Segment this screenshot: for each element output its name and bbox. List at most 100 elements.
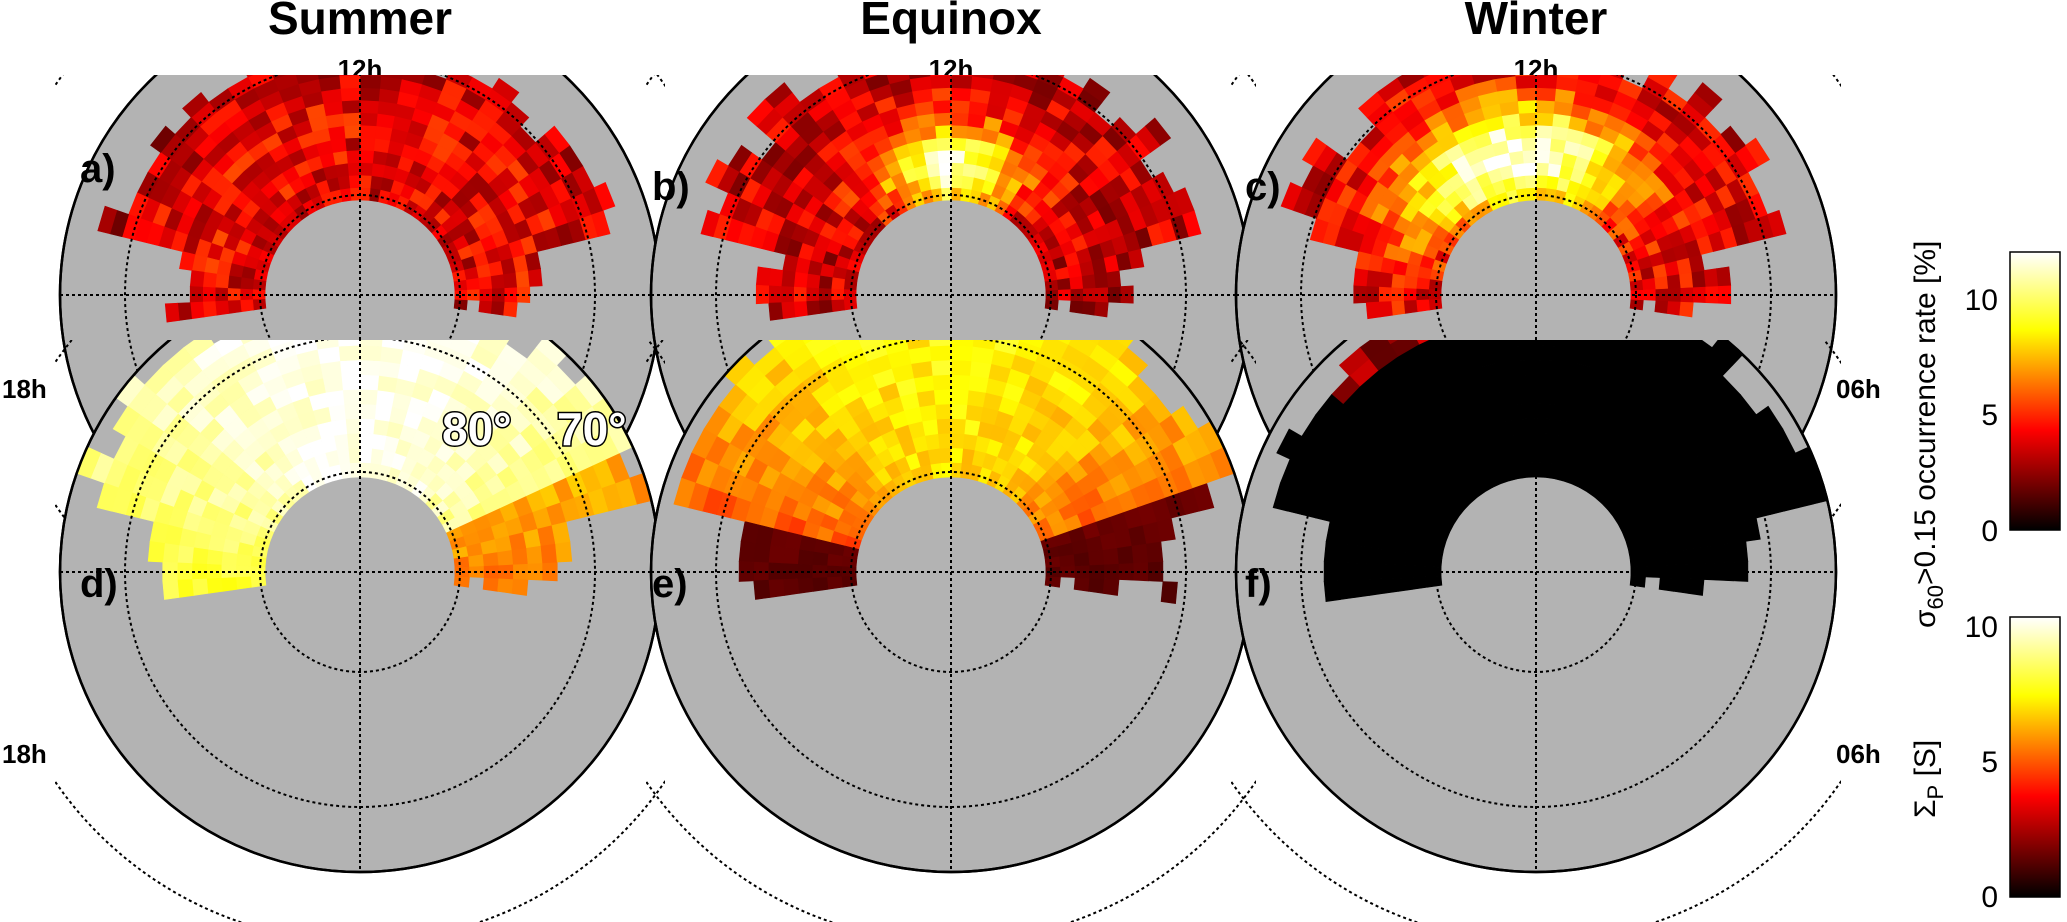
heat-cell — [1687, 547, 1705, 565]
heat-cell — [380, 75, 403, 80]
heat-cell — [427, 340, 454, 349]
heat-cell — [359, 344, 382, 362]
heat-cell — [1548, 150, 1564, 166]
colorbar-conductance: 0 5 10 ΣP [S] — [1909, 611, 2061, 914]
heat-cell — [755, 266, 771, 287]
heat-cell — [1691, 270, 1707, 288]
heat-cell — [1422, 75, 1430, 78]
heat-cell — [1514, 344, 1537, 362]
heat-cell — [1703, 268, 1719, 287]
heat-cell — [939, 174, 952, 189]
heat-cell — [1597, 75, 1623, 92]
heat-cell — [359, 162, 373, 176]
heat-cell — [220, 577, 238, 592]
heat-cell — [359, 374, 380, 391]
heat-cell — [182, 91, 210, 118]
heat-cell — [1173, 187, 1195, 215]
heat-cell — [112, 405, 141, 437]
heat-cell — [1535, 344, 1558, 362]
heat-cell — [1535, 124, 1553, 139]
heat-cell — [250, 555, 267, 568]
heat-cell — [513, 563, 529, 580]
heat-cell — [1609, 75, 1625, 80]
heat-cell — [971, 75, 994, 80]
heat-cell — [1170, 405, 1199, 437]
heat-cell — [768, 340, 786, 348]
heat-cell — [404, 54, 429, 71]
heat-cell — [1582, 42, 1608, 60]
heat-cell — [338, 75, 361, 77]
heat-cell — [1716, 543, 1734, 564]
heat-cell — [206, 549, 223, 566]
heat-cell — [1629, 298, 1644, 311]
heat-cell — [191, 547, 209, 565]
heat-cell — [1353, 579, 1370, 598]
heat-cell — [705, 159, 729, 188]
heat-cell — [966, 389, 986, 408]
heat-cell — [673, 477, 696, 508]
heat-cell — [929, 75, 952, 77]
heat-cell — [753, 543, 771, 564]
heat-cell — [1652, 340, 1683, 357]
heat-cell — [950, 87, 972, 102]
heat-cell — [1386, 340, 1398, 345]
heat-cell — [1702, 545, 1719, 564]
heat-cell — [347, 162, 361, 176]
heat-cell — [1415, 299, 1430, 313]
heat-cell — [1514, 75, 1537, 89]
heat-cell — [950, 137, 967, 151]
heat-cell — [337, 340, 361, 347]
colorbar-occurrence-tick-0: 0 — [1981, 515, 1998, 548]
heat-cell — [1547, 162, 1562, 178]
heat-cell — [478, 300, 493, 314]
heat-cell — [1603, 340, 1630, 349]
heat-cell — [936, 418, 952, 435]
heat-cell — [1535, 388, 1554, 405]
heat-cell — [1523, 162, 1537, 176]
heat-cell — [1718, 561, 1734, 582]
heat-cell — [738, 540, 756, 563]
heat-cell — [555, 540, 573, 563]
heat-cell — [1520, 137, 1537, 151]
heat-cell — [1658, 577, 1676, 592]
heat-cell — [1668, 75, 1678, 79]
heat-cell — [476, 340, 507, 357]
heat-cell — [239, 277, 254, 290]
heat-cell — [482, 551, 500, 567]
heat-cell — [811, 551, 829, 567]
heat-cell — [818, 275, 833, 290]
heat-cell — [1088, 549, 1105, 566]
heat-cell — [179, 251, 196, 271]
heat-cell — [1117, 545, 1134, 564]
heat-cell — [1535, 359, 1557, 376]
heat-cell — [1755, 405, 1784, 437]
panel-label-a: a) — [80, 147, 116, 191]
heat-cell — [826, 576, 843, 590]
heat-cell — [478, 275, 493, 290]
heat-cell — [369, 175, 384, 190]
heat-cell — [1151, 171, 1175, 199]
heat-cell — [1501, 389, 1521, 408]
panel-label-b: b) — [652, 165, 690, 209]
heat-cell — [1535, 99, 1555, 114]
panel-label-c: c) — [1245, 165, 1281, 209]
heat-cell — [928, 340, 952, 347]
heat-cell — [1378, 271, 1393, 289]
heat-cell — [1088, 577, 1105, 594]
heat-cell — [826, 553, 843, 567]
heat-cell — [1557, 340, 1581, 350]
heat-cell — [1491, 340, 1515, 350]
heat-cell — [753, 579, 771, 600]
heat-cell — [913, 375, 934, 393]
heat-cell — [1745, 137, 1771, 167]
heat-cell — [346, 432, 361, 449]
heat-cell — [972, 340, 996, 350]
heat-cell — [490, 273, 506, 289]
heat-cell — [738, 561, 755, 582]
heat-cell — [342, 112, 361, 127]
heat-cell — [1382, 563, 1398, 580]
column-title-equinox: Equinox — [860, 0, 1042, 44]
heat-cell — [497, 577, 514, 594]
heat-cell — [191, 578, 209, 596]
heat-cell — [1515, 359, 1537, 376]
